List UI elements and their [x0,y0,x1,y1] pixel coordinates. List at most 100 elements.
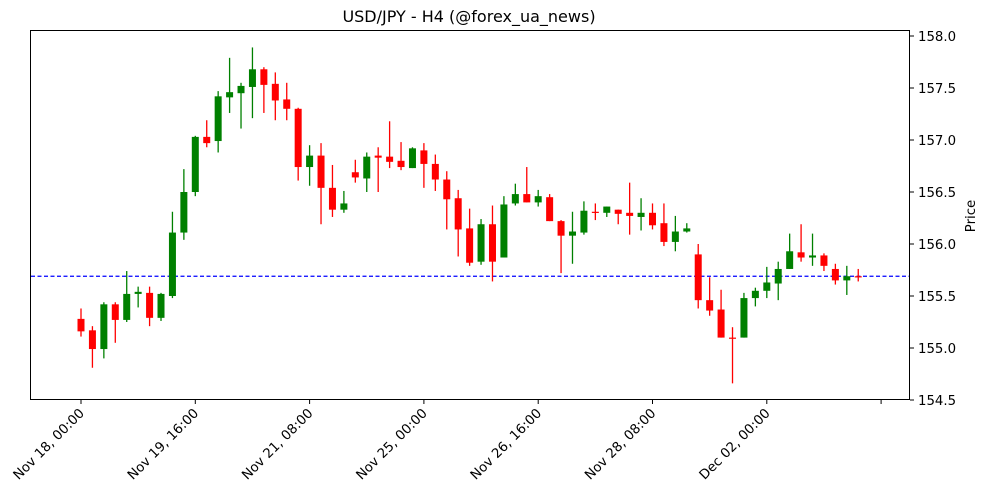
candle-down [328,164,336,217]
candle-down [374,147,382,192]
candle-up [500,196,508,258]
candle-down [797,224,805,262]
y-tick-label: 156.0 [918,238,956,253]
candle-body [603,206,611,213]
candle-body [100,304,108,350]
candle-up [306,145,314,186]
candle-up [226,57,234,113]
candle-up [248,47,256,119]
candle-body [157,293,165,318]
candle-body [477,224,485,262]
candle-down [729,327,737,384]
candle-up [568,211,576,264]
candle-body [683,228,691,232]
candle-body [591,211,599,213]
candle-up [740,292,748,338]
candle-body [854,276,862,278]
candle-up [100,302,108,359]
candle-body [706,300,714,311]
candle-up [408,147,416,169]
candle-down [294,107,302,181]
y-axis: 154.5 155.0 155.5 156.0 156.5 157.0 157.5 158.0 [910,30,956,409]
candle-body [226,92,234,98]
candle-body [454,198,462,230]
candle-down [88,326,96,368]
candle-body [660,223,668,242]
candle-body [580,210,588,233]
candle-down [386,121,394,169]
candle-body [408,148,416,169]
candle-body [843,276,851,281]
candle-down [397,142,405,171]
candle-body [443,179,451,200]
candle-up [168,211,176,299]
candle-body [146,292,154,318]
candle-up [809,233,817,266]
y-tick-label: 157.5 [918,82,956,97]
candle-down [271,72,279,121]
candle-body [283,99,291,109]
candle-up [786,233,794,269]
candle-up [774,261,782,301]
candle-down [854,268,862,282]
y-tick-label: 156.5 [918,186,956,201]
candle-body [523,194,531,203]
candle-down [831,263,839,285]
candle-down [454,189,462,257]
candle-up [134,286,142,308]
candle-down [557,220,565,274]
candle-down [706,277,714,316]
candle-up [157,292,165,321]
candle-body [751,290,759,299]
candle-body [191,136,199,192]
candle-down [351,159,359,183]
candle-body [271,83,279,101]
candle-body [317,155,325,188]
candle-body [740,298,748,338]
candle-up [477,219,485,265]
candle-up [237,82,245,129]
candle-body [820,255,828,266]
candle-down [203,120,211,148]
candle-up [751,287,759,307]
candle-body [340,203,348,210]
candle-body [466,228,474,263]
y-tick-label: 155.0 [918,342,956,357]
candle-up [123,271,131,322]
candle-down [443,171,451,230]
candle-down [820,253,828,272]
candle-body [294,108,302,168]
candle-body [774,268,782,284]
candle-down [77,308,85,337]
candle-body [397,160,405,168]
candle-body [306,155,314,168]
candle-down [146,286,154,327]
candle-down [626,182,634,235]
candle-body [363,156,371,179]
y-tick-label: 158.0 [918,30,956,45]
candle-up [671,215,679,252]
candle-body [614,209,622,214]
candle-up [214,91,222,153]
candle-body [111,304,119,320]
candle-body [386,156,394,162]
candle-down [591,203,599,221]
candle-up [340,190,348,213]
candle-up [191,135,199,197]
candle-up [603,206,611,217]
candle-body [546,197,554,222]
y-tick-label: 154.5 [918,394,956,409]
candle-body [831,268,839,281]
candle-body [168,232,176,296]
candle-body [420,150,428,164]
candle-down [660,203,668,247]
candle-body [568,231,576,236]
candle-down [431,154,439,191]
candle-body [511,194,519,204]
y-tick-label: 157.0 [918,134,956,149]
candle-down [546,194,554,222]
candle-body [809,255,817,258]
candle-down [488,205,496,282]
candle-body [203,136,211,144]
